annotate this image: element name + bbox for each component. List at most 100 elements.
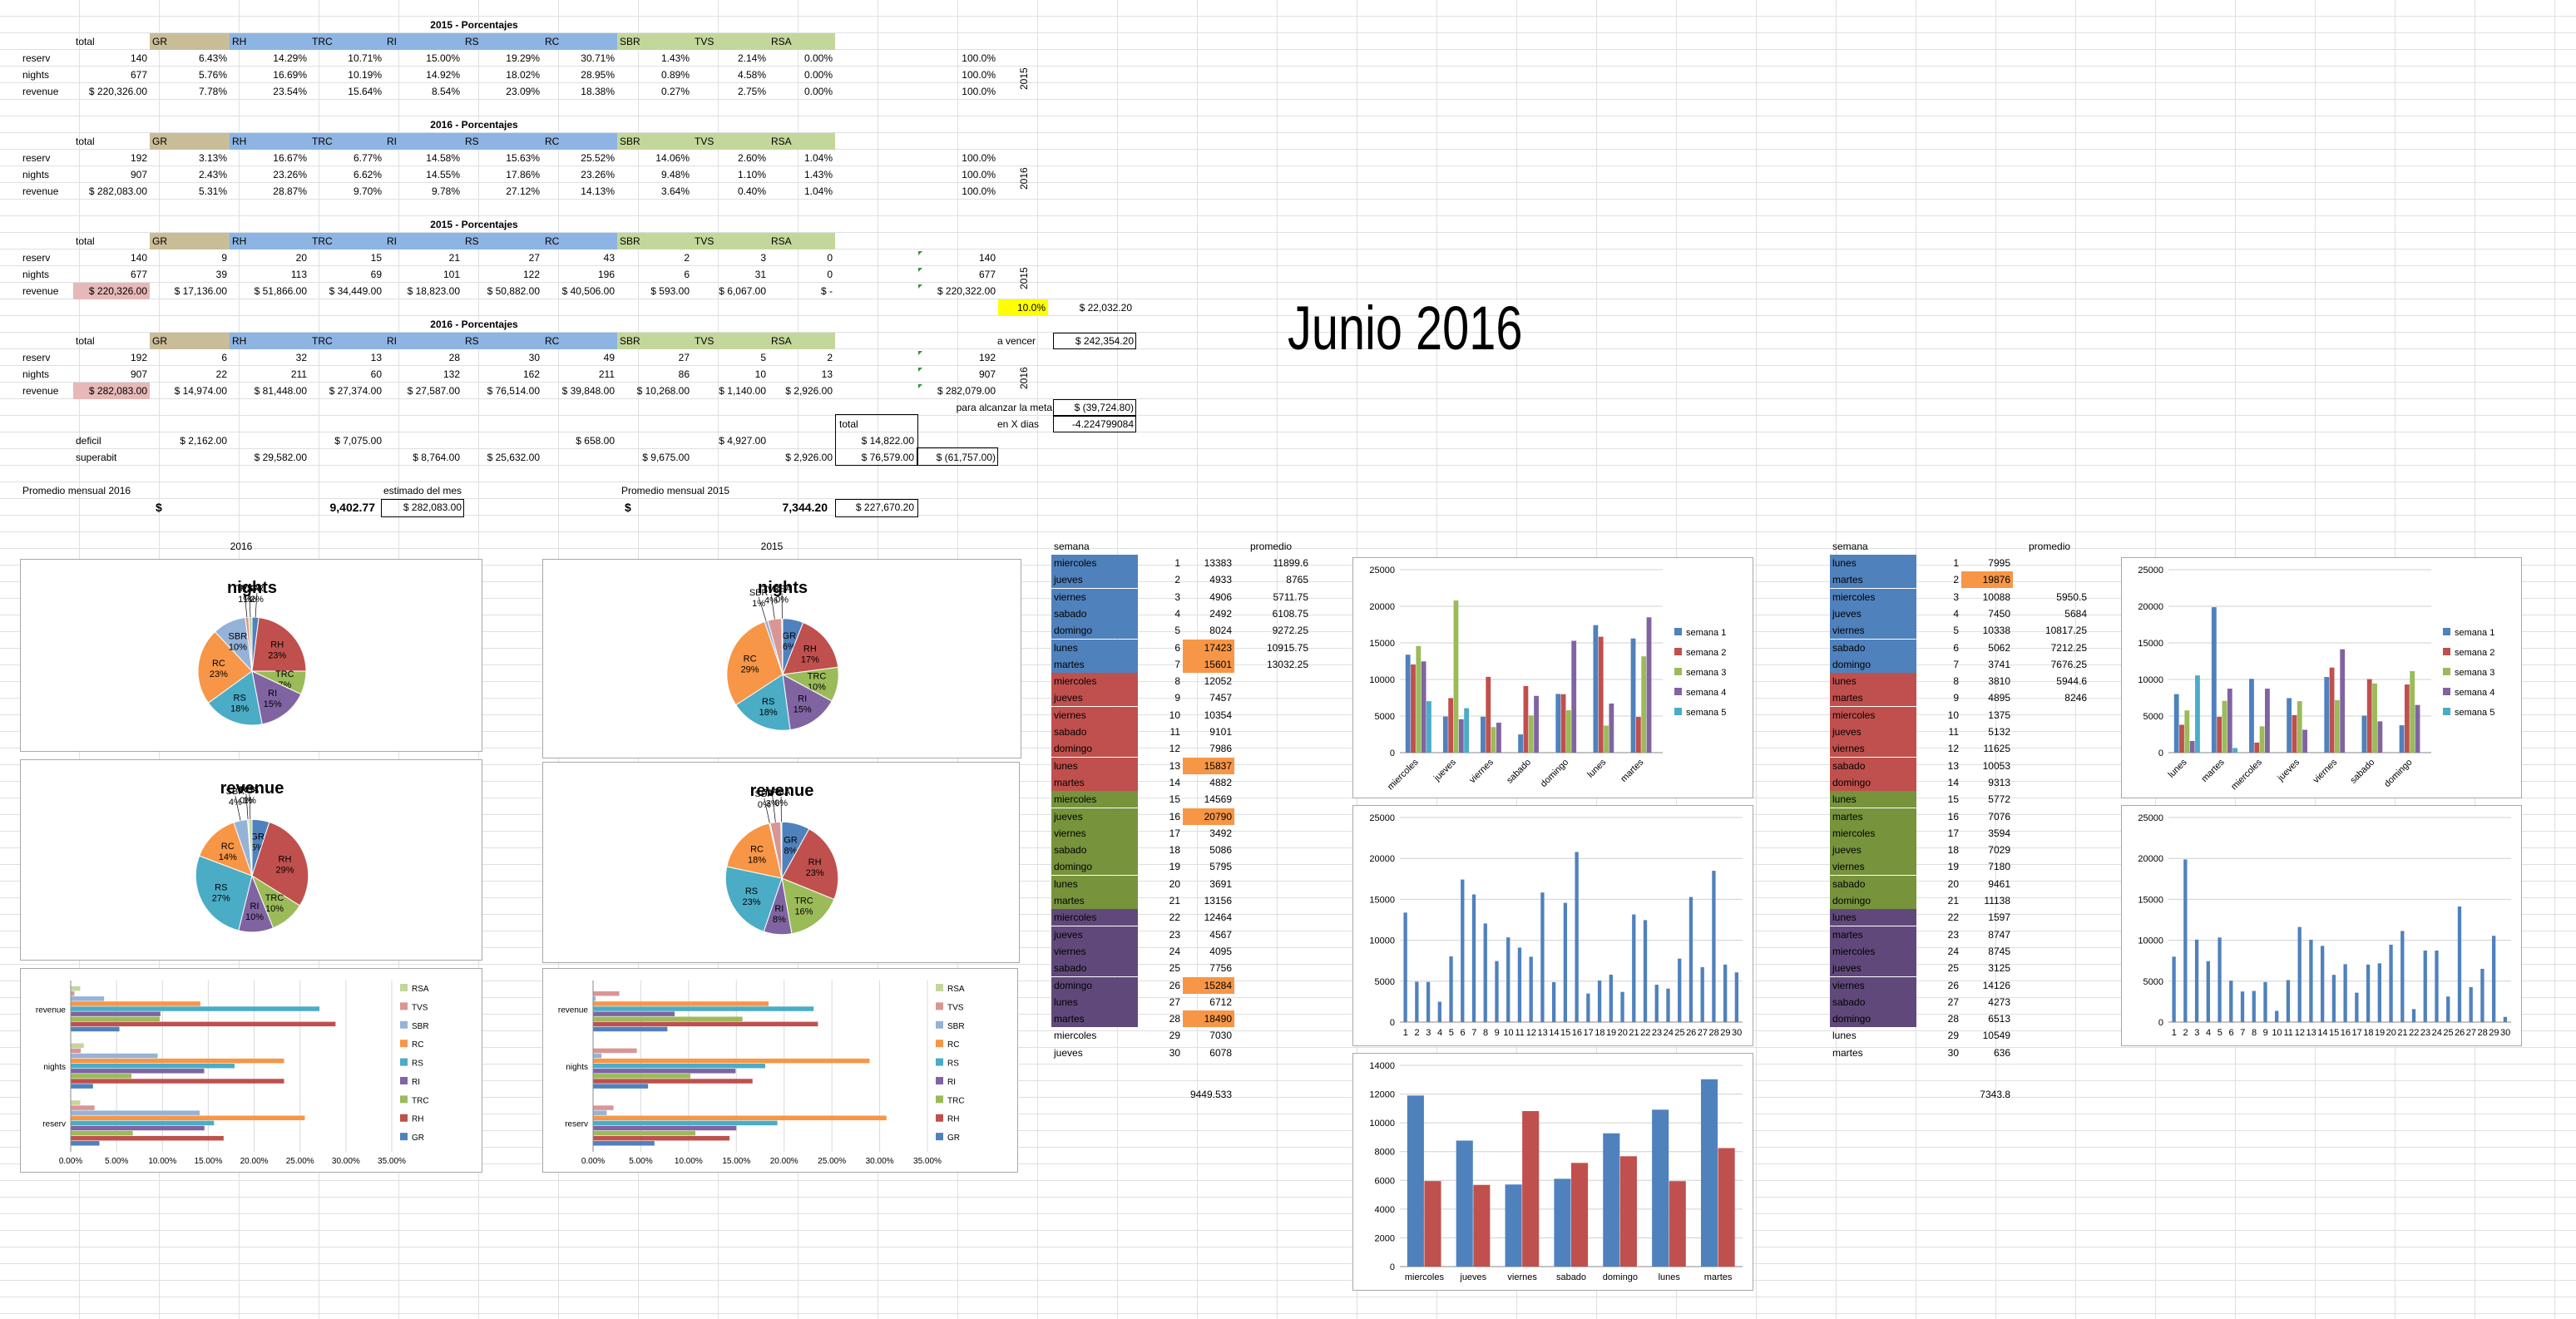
pct2015-header-rc[interactable]: RC [542,33,617,50]
pct2016-value[interactable]: 14.06% [655,152,690,164]
table-a-revenue[interactable]: 6078 [1209,1046,1232,1059]
abs2015-value[interactable]: 15 [370,252,382,264]
table-a-revenue[interactable]: 5795 [1209,861,1232,873]
column-bar[interactable] [2503,1016,2508,1022]
pct2015-row-total[interactable]: 677 [130,69,147,81]
pct2015-row-label[interactable]: revenue [22,86,59,97]
superabit-diff[interactable]: $ (61,757.00) [936,452,996,463]
table-b-day[interactable]: miercoles [1830,588,1916,605]
bar-rsa[interactable] [71,1043,84,1049]
table-b-revenue[interactable]: 7180 [1988,861,2010,873]
column-bar[interactable] [2194,939,2199,1022]
superabit-value[interactable] [692,449,769,466]
table-a-revenue[interactable]: 3492 [1209,827,1232,839]
abs2015-value[interactable]: 0 [827,269,833,280]
deficit-value[interactable] [462,432,542,449]
column-bar[interactable] [2259,726,2265,753]
table-b-day[interactable]: lunes [1832,1030,1857,1042]
table-b-day[interactable]: miercoles [1830,706,1916,724]
bar-ri[interactable] [593,1069,736,1074]
bar-rs[interactable] [593,1120,778,1126]
pct2015-value[interactable]: 18.38% [581,86,615,97]
column-bar[interactable] [2366,679,2372,753]
column-bar[interactable] [1669,1181,1686,1267]
pct2016-value[interactable]: 2.43% [198,169,227,180]
column-bar[interactable] [2179,724,2184,753]
abs2015-value[interactable]: 9 [221,252,227,264]
column-bar[interactable] [2184,710,2190,753]
abs2015-row-total[interactable]: 677 [130,269,147,280]
table-a-promedio[interactable] [1234,758,1311,774]
deficit-value[interactable]: $ 4,927.00 [719,435,766,447]
pct2016-value[interactable]: 1.10% [737,169,766,180]
pct2016-value[interactable]: 6.62% [353,169,382,180]
column-bar[interactable] [1523,685,1529,753]
pct2015-value[interactable]: 5.76% [198,69,227,81]
abs2016-value[interactable]: 10 [754,368,766,380]
pie-nights-2016[interactable]: nights GR 2% RH 23% TRC 7% RI 15% RS 18% RC 23% SBR 10… [20,559,482,752]
pct2015-value[interactable]: 4.58% [737,69,766,81]
pct2016-total-header[interactable]: total [76,136,95,147]
pct2015-value[interactable]: 6.43% [198,52,227,64]
pie-slice-rsa[interactable] [780,821,783,879]
table-b-day-number[interactable]: 21 [1947,895,1959,907]
table-a-revenue[interactable]: 10354 [1204,709,1232,721]
pct2015-value[interactable]: 0.89% [660,69,690,81]
table-b-day[interactable]: lunes [1830,555,1916,571]
table-a-promedio[interactable] [1234,808,1311,825]
abs2016-value[interactable]: 2 [827,352,833,363]
table-a-promedio[interactable]: 11899.6 [1273,557,1309,569]
pie-slice-rc[interactable] [197,630,253,704]
table-b-revenue[interactable]: 5772 [1988,793,2010,806]
table-a-revenue[interactable]: 12464 [1204,911,1232,924]
pct2016-header-ri[interactable]: RI [384,133,462,150]
table-b-promedio[interactable]: 7676.25 [2050,658,2087,670]
table-b-revenue[interactable]: 7029 [1988,844,2010,857]
deficit-label[interactable]: deficil [76,435,101,447]
column-bar[interactable] [1586,993,1590,1022]
column-bar[interactable] [1555,694,1561,753]
pct2016-row-sum[interactable]: 100.0% [962,169,996,180]
table-a-average[interactable]: 9449.533 [1189,1089,1232,1100]
table-a-promedio[interactable] [1234,791,1311,808]
dias-value[interactable]: -4.224799084 [1071,418,1134,430]
table-b-revenue[interactable]: 4895 [1988,692,2010,704]
table-a-promedio[interactable] [1234,943,1311,960]
column-bar[interactable] [1505,1184,1522,1267]
column-bar[interactable] [1619,1156,1637,1267]
superabit-value[interactable]: $ 2,926.00 [785,452,833,463]
table-a-promedio[interactable] [1234,1010,1311,1027]
column-bar[interactable] [1518,734,1524,753]
abs2016-row-label[interactable]: revenue [22,385,59,397]
table-a-day[interactable]: jueves [1051,689,1138,707]
table-b-day-number[interactable]: 1 [1953,557,1959,569]
table-a-revenue[interactable]: 7986 [1209,743,1232,755]
pct2015-value[interactable]: 1.43% [660,52,690,64]
pct2016-value[interactable]: 9.70% [353,185,382,197]
pct2016-value[interactable]: 15.63% [506,152,540,164]
table-a-day-number[interactable]: 16 [1169,810,1180,823]
pct2015-header-sbr[interactable]: SBR [617,33,692,50]
table-b-day[interactable]: domingo [1830,655,1916,673]
pct2016-row-sum[interactable]: 100.0% [962,185,996,197]
table-a-day[interactable]: martes [1051,773,1138,791]
table-a-revenue[interactable]: 20790 [1183,808,1234,825]
column-bar[interactable] [2389,944,2393,1022]
pct2016-row-label[interactable]: revenue [22,185,59,197]
a-vencer-value[interactable]: $ 242,354.20 [1075,335,1134,347]
column-bar[interactable] [1496,722,1501,753]
bar-rsa[interactable] [71,986,81,991]
table-b-revenue[interactable]: 6513 [1988,1013,2010,1025]
column-bar[interactable] [1641,656,1647,753]
table-a-promedio[interactable] [1234,740,1311,757]
column-bar[interactable] [2435,950,2439,1022]
pct2015-value[interactable]: 0.00% [803,69,833,81]
table-b-day[interactable]: viernes [1830,622,1916,640]
pct2016-header-trc[interactable]: TRC [309,133,384,150]
table-b-promedio[interactable] [2013,1010,2089,1027]
bar-sbr[interactable] [71,1053,158,1059]
table-b-revenue[interactable]: 7076 [1988,810,2010,823]
pct2016-value[interactable]: 14.13% [581,185,615,197]
table-b-day[interactable]: lunes [1830,673,1916,690]
table-a-promedio[interactable] [1234,858,1311,875]
